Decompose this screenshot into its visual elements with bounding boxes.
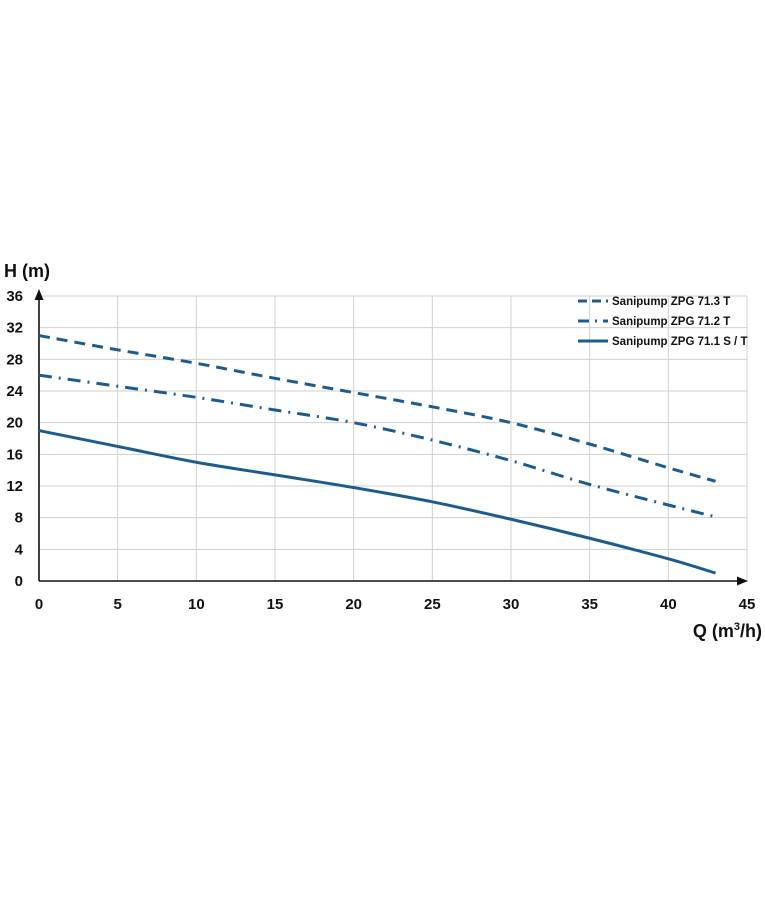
series-line-3 [38, 429, 716, 575]
x-tick-label: 20 [345, 596, 362, 613]
series-lines [38, 334, 716, 575]
x-tick-label: 10 [188, 596, 205, 613]
y-tick-label: 16 [6, 446, 23, 463]
legend: Sanipump ZPG 71.3 T Sanipump ZPG 71.2 T Sa… [578, 296, 747, 348]
series-line-1 [38, 334, 716, 483]
x-tick-label: 30 [503, 596, 520, 613]
y-tick-label: 32 [6, 320, 23, 337]
x-axis-arrow [737, 576, 748, 586]
y-tick-label: 8 [15, 510, 23, 527]
x-axis-label: Q (m3/h) [693, 621, 762, 641]
y-tick-label: 28 [6, 351, 23, 368]
tick-labels: 0 5 10 15 20 25 30 35 40 45 0 4 8 12 16 20 24 28 32 36 [6, 288, 755, 613]
x-tick-label: 0 [35, 596, 43, 613]
x-tick-label: 25 [424, 596, 441, 613]
x-tick-label: 5 [113, 596, 121, 613]
series-line-2 [38, 373, 716, 519]
y-tick-label: 20 [6, 415, 23, 432]
x-tick-label: 40 [660, 596, 677, 613]
legend-label-3: Sanipump ZPG 71.1 S / T [612, 336, 747, 348]
x-tick-label: 35 [581, 596, 598, 613]
legend-label-1: Sanipump ZPG 71.3 T [612, 296, 730, 308]
y-tick-label: 36 [6, 288, 23, 305]
y-tick-label: 24 [6, 383, 23, 400]
y-tick-label: 12 [6, 478, 23, 495]
x-tick-label: 45 [739, 596, 756, 613]
x-tick-label: 15 [267, 596, 284, 613]
y-axis-arrow [34, 289, 44, 300]
y-tick-label: 4 [15, 541, 24, 558]
y-tick-label: 0 [15, 573, 23, 590]
axes [34, 289, 748, 586]
legend-label-2: Sanipump ZPG 71.2 T [612, 316, 730, 328]
y-axis-label: H (m) [4, 261, 50, 281]
